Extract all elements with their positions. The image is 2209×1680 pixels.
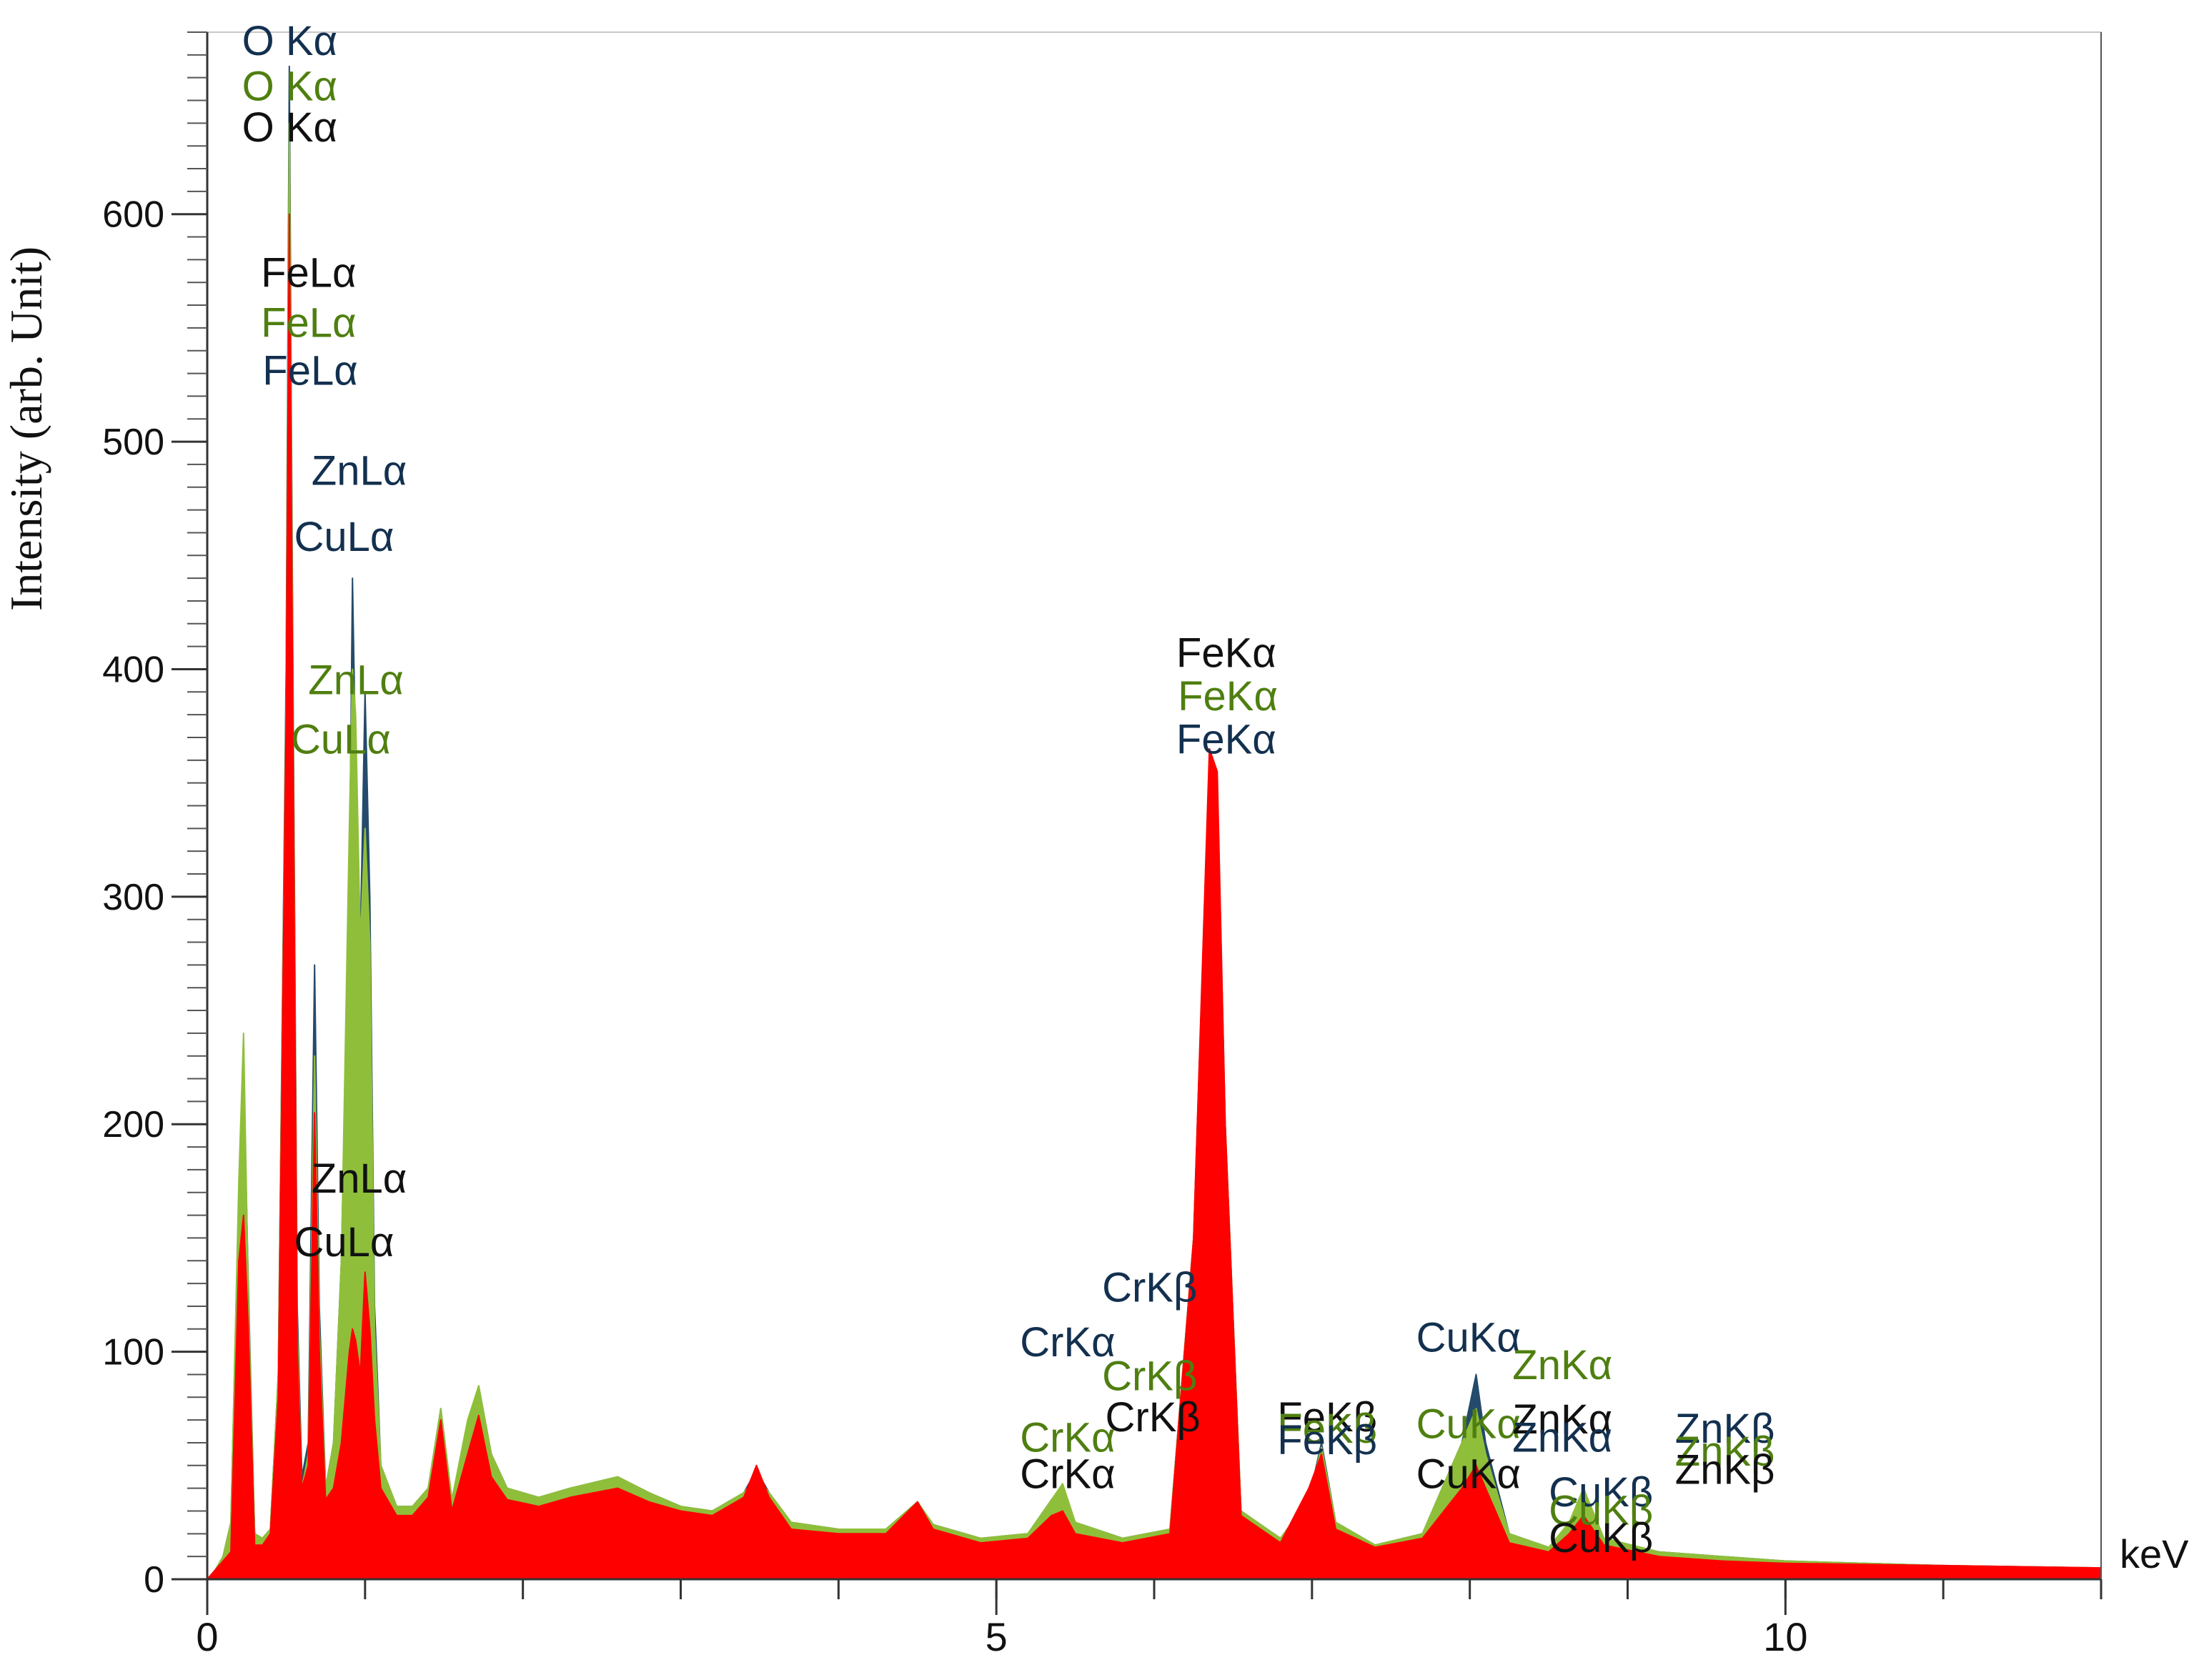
peak-label: ZnKα [1512,1415,1612,1461]
peak-label: ZnKβ [1675,1446,1775,1493]
peak-label: ZnLα [308,657,403,704]
peak-label: FeLα [261,300,356,347]
peak-label: FeKβ [1277,1406,1377,1452]
spectrum-series-0 [207,65,2102,1580]
peak-label: CrKβ [1106,1394,1201,1441]
peak-label: CuKβ [1549,1515,1653,1561]
peak-label: CuKα [1416,1451,1521,1498]
x-tick-label: 5 [986,1614,1008,1659]
peak-label: FeLα [261,250,356,297]
y-tick-label: 300 [102,877,164,918]
x-tick-label: 0 [196,1614,218,1659]
peak-label: ZnKβ [1675,1406,1775,1452]
y-tick-label: 600 [102,194,164,236]
peak-label: CuKα [1416,1315,1521,1361]
spectra [207,65,2102,1580]
peak-label: FeKβ [1277,1394,1377,1441]
y-tick-label: 100 [102,1332,164,1373]
peak-label: CrKβ [1102,1353,1197,1400]
peak-label: CuKβ [1549,1469,1653,1516]
axes: 0 100 200 300 400 500 600 0 5 10 [102,31,2103,1659]
peak-label: CuLα [294,514,394,560]
peak-label: ZnKβ [1675,1428,1775,1475]
peak-label: FeKα [1176,630,1276,676]
y-tick-label: 200 [102,1104,164,1145]
peak-label: FeLα [262,348,357,394]
peak-label: CuKα [1416,1401,1521,1448]
peak-label: CrKα [1020,1319,1115,1366]
peak-label: O Kα [242,104,337,151]
y-axis-title: Intensity (arb. Unit) [1,247,51,611]
peak-label: ZnLα [312,448,407,494]
x-axis-unit-label: keV [2120,1531,2189,1576]
x-tick-label: 10 [1763,1614,1807,1659]
spectrum-series-2 [207,213,2102,1580]
peak-label: FeKα [1176,716,1276,762]
peak-label: ZnKα [1512,1342,1612,1388]
peak-label: FeKβ [1277,1417,1377,1463]
peak-label: CuKβ [1549,1488,1653,1534]
peak-label: O Kα [242,18,337,64]
plot-border [207,31,2102,1580]
peak-label: CrKα [1020,1415,1115,1461]
y-tick-label: 0 [144,1559,164,1601]
peak-label: FeKα [1178,673,1278,720]
y-tick-label: 500 [102,422,164,463]
peak-label: ZnKα [1512,1396,1612,1443]
peak-label: ZnLα [312,1155,407,1202]
peak-label: CrKβ [1102,1265,1197,1311]
peak-label: CuLα [291,716,391,762]
peak-label: CrKα [1020,1451,1115,1498]
peak-label: O Kα [242,64,337,110]
peak-labels: O KαO KαO KαFeLαFeLαFeLαZnLαCuLαZnLαCuLα… [242,18,1775,1561]
peak-label: CuLα [294,1219,394,1266]
plot-frame [207,31,2102,1580]
y-tick-label: 400 [102,649,164,690]
